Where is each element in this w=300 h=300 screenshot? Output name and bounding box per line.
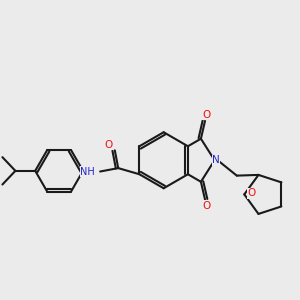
Text: O: O xyxy=(104,140,113,149)
Text: O: O xyxy=(248,188,256,198)
Text: NH: NH xyxy=(80,167,95,176)
Text: O: O xyxy=(202,110,210,120)
Text: O: O xyxy=(202,201,210,211)
Text: N: N xyxy=(212,155,220,165)
